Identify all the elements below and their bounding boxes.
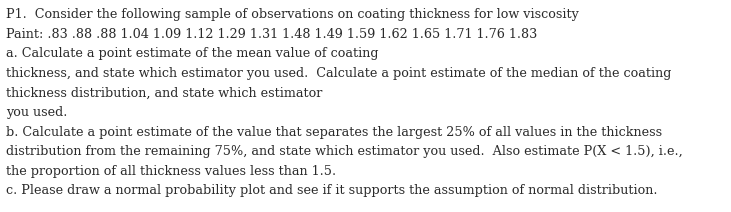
Text: the proportion of all thickness values less than 1.5.: the proportion of all thickness values l… — [6, 165, 336, 177]
Text: thickness distribution, and state which estimator: thickness distribution, and state which … — [6, 86, 322, 99]
Text: P1.  Consider the following sample of observations on coating thickness for low : P1. Consider the following sample of obs… — [6, 8, 579, 21]
Text: distribution from the remaining 75%, and state which estimator you used.  Also e: distribution from the remaining 75%, and… — [6, 145, 683, 158]
Text: you used.: you used. — [6, 106, 67, 119]
Text: Paint: .83 .88 .88 1.04 1.09 1.12 1.29 1.31 1.48 1.49 1.59 1.62 1.65 1.71 1.76 1: Paint: .83 .88 .88 1.04 1.09 1.12 1.29 1… — [6, 28, 537, 41]
Text: c. Please draw a normal probability plot and see if it supports the assumption o: c. Please draw a normal probability plot… — [6, 184, 657, 197]
Text: b. Calculate a point estimate of the value that separates the largest 25% of all: b. Calculate a point estimate of the val… — [6, 126, 662, 138]
Text: thickness, and state which estimator you used.  Calculate a point estimate of th: thickness, and state which estimator you… — [6, 67, 671, 80]
Text: a. Calculate a point estimate of the mean value of coating: a. Calculate a point estimate of the mea… — [6, 47, 379, 60]
